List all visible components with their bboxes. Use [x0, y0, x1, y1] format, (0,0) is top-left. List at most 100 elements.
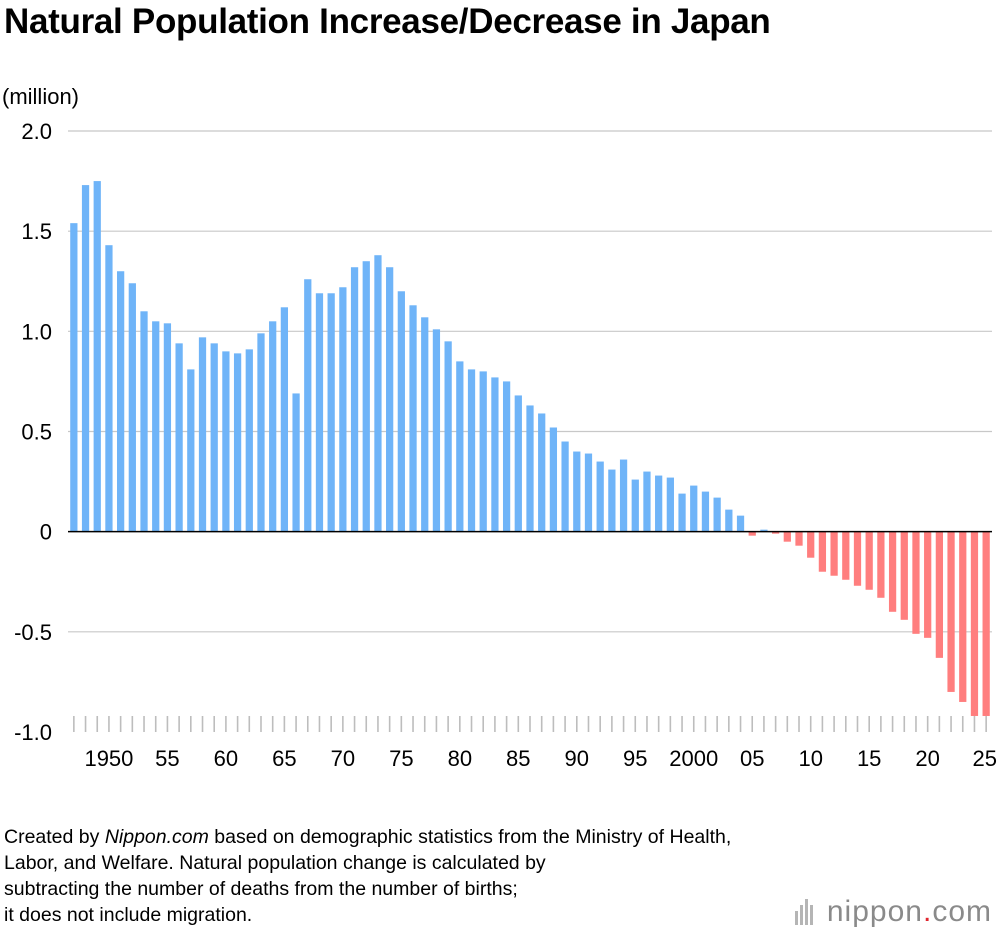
x-tick-label: 85	[506, 746, 530, 771]
bar	[900, 531, 908, 620]
bar	[970, 531, 979, 716]
bar	[198, 337, 207, 532]
x-tick-label: 25	[973, 746, 997, 771]
x-tick-label: 90	[565, 746, 589, 771]
logo-text-tld: com	[932, 895, 992, 928]
x-axis-ticks	[73, 716, 987, 732]
bar	[280, 307, 289, 532]
bar	[830, 531, 838, 576]
bar	[117, 271, 125, 532]
x-tick-label: 60	[214, 746, 238, 771]
bar	[748, 531, 756, 536]
bar	[81, 185, 90, 532]
y-tick-label: 0.5	[21, 420, 52, 445]
bar	[771, 531, 780, 534]
bar-chart: (million) 2.0 1.5 1.0 0.5 0 -0.5 -1.0 1950 55 60…	[2, 84, 997, 771]
bar	[701, 491, 710, 532]
bar	[549, 427, 558, 532]
bar	[257, 333, 265, 532]
bar	[128, 283, 136, 532]
bar	[491, 377, 499, 532]
x-axis-tick-labels: 1950 55 60 65 70 75 80 85 90 95 2000 05 10 15 20 25	[84, 746, 997, 771]
y-tick-label: 2.0	[21, 119, 52, 144]
bar	[350, 267, 359, 532]
bar	[982, 531, 990, 716]
footnote-text-line2: Labor, and Welfare. Natural population c…	[4, 852, 546, 874]
bar	[233, 353, 242, 532]
bar	[339, 287, 347, 532]
bar	[619, 459, 628, 532]
bar	[912, 531, 920, 634]
bar	[152, 321, 160, 532]
bar	[514, 395, 522, 532]
logo-text-main: nippon	[826, 895, 923, 928]
bar	[561, 441, 569, 532]
footnote-brand: Nippon.com	[104, 826, 209, 848]
bar	[105, 245, 113, 532]
bar	[175, 343, 183, 532]
x-tick-label: 15	[857, 746, 881, 771]
nippon-logo: nippon.com	[794, 895, 992, 929]
bar	[502, 381, 511, 532]
x-tick-label: 55	[155, 746, 179, 771]
bar	[93, 181, 101, 532]
x-tick-label: 75	[389, 746, 413, 771]
x-tick-label: 95	[623, 746, 647, 771]
bar	[245, 349, 253, 532]
footnote-text-pre: Created by	[4, 826, 105, 848]
bar	[584, 453, 593, 532]
logo-dot: .	[922, 895, 933, 928]
bar	[386, 267, 394, 532]
bar	[315, 293, 324, 532]
bar	[608, 469, 616, 532]
x-tick-label: 20	[915, 746, 939, 771]
y-tick-label: 0	[40, 520, 52, 545]
bar	[888, 531, 897, 612]
footnote-text-line4: it does not include migration.	[4, 904, 253, 926]
bar	[959, 531, 967, 702]
y-tick-label: -0.5	[14, 620, 52, 645]
bar	[444, 341, 452, 532]
bar	[818, 531, 827, 572]
bar	[409, 305, 417, 532]
chart-title: Natural Population Increase/Decrease in …	[4, 2, 771, 41]
bar	[269, 321, 277, 532]
bar	[573, 451, 581, 532]
x-tick-label: 2000	[669, 746, 718, 771]
footnote-text-line3: subtracting the number of deaths from th…	[4, 878, 518, 900]
footnote-text-line1: based on demographic statistics from the…	[208, 826, 732, 848]
bar	[690, 485, 698, 532]
bar	[374, 255, 382, 532]
y-tick-label: 1.5	[21, 219, 52, 244]
bar	[163, 323, 172, 532]
bar	[666, 477, 674, 532]
bar	[877, 531, 885, 598]
bar	[853, 531, 862, 586]
x-tick-label: 70	[331, 746, 355, 771]
bar	[456, 361, 464, 532]
x-tick-label: 65	[272, 746, 296, 771]
bar	[807, 531, 815, 558]
bar	[210, 343, 218, 532]
bar	[70, 223, 78, 532]
bar	[292, 393, 300, 532]
bar	[760, 529, 768, 532]
bar	[842, 531, 850, 580]
y-tick-label: -1.0	[14, 720, 52, 745]
bar	[304, 279, 312, 532]
x-tick-label: 80	[448, 746, 472, 771]
bar	[362, 261, 370, 532]
bar	[467, 369, 476, 532]
bar	[713, 497, 721, 532]
bar	[655, 475, 663, 532]
bar	[538, 413, 546, 532]
x-tick-label: 05	[740, 746, 764, 771]
source-footnote: Created by Nippon.com based on demograph…	[4, 824, 764, 928]
bar	[783, 531, 791, 542]
bar	[596, 461, 604, 532]
x-tick-label: 1950	[84, 746, 133, 771]
bar	[947, 531, 955, 692]
logo-bars-icon	[794, 899, 821, 925]
bar	[725, 509, 733, 532]
bar	[526, 405, 534, 532]
